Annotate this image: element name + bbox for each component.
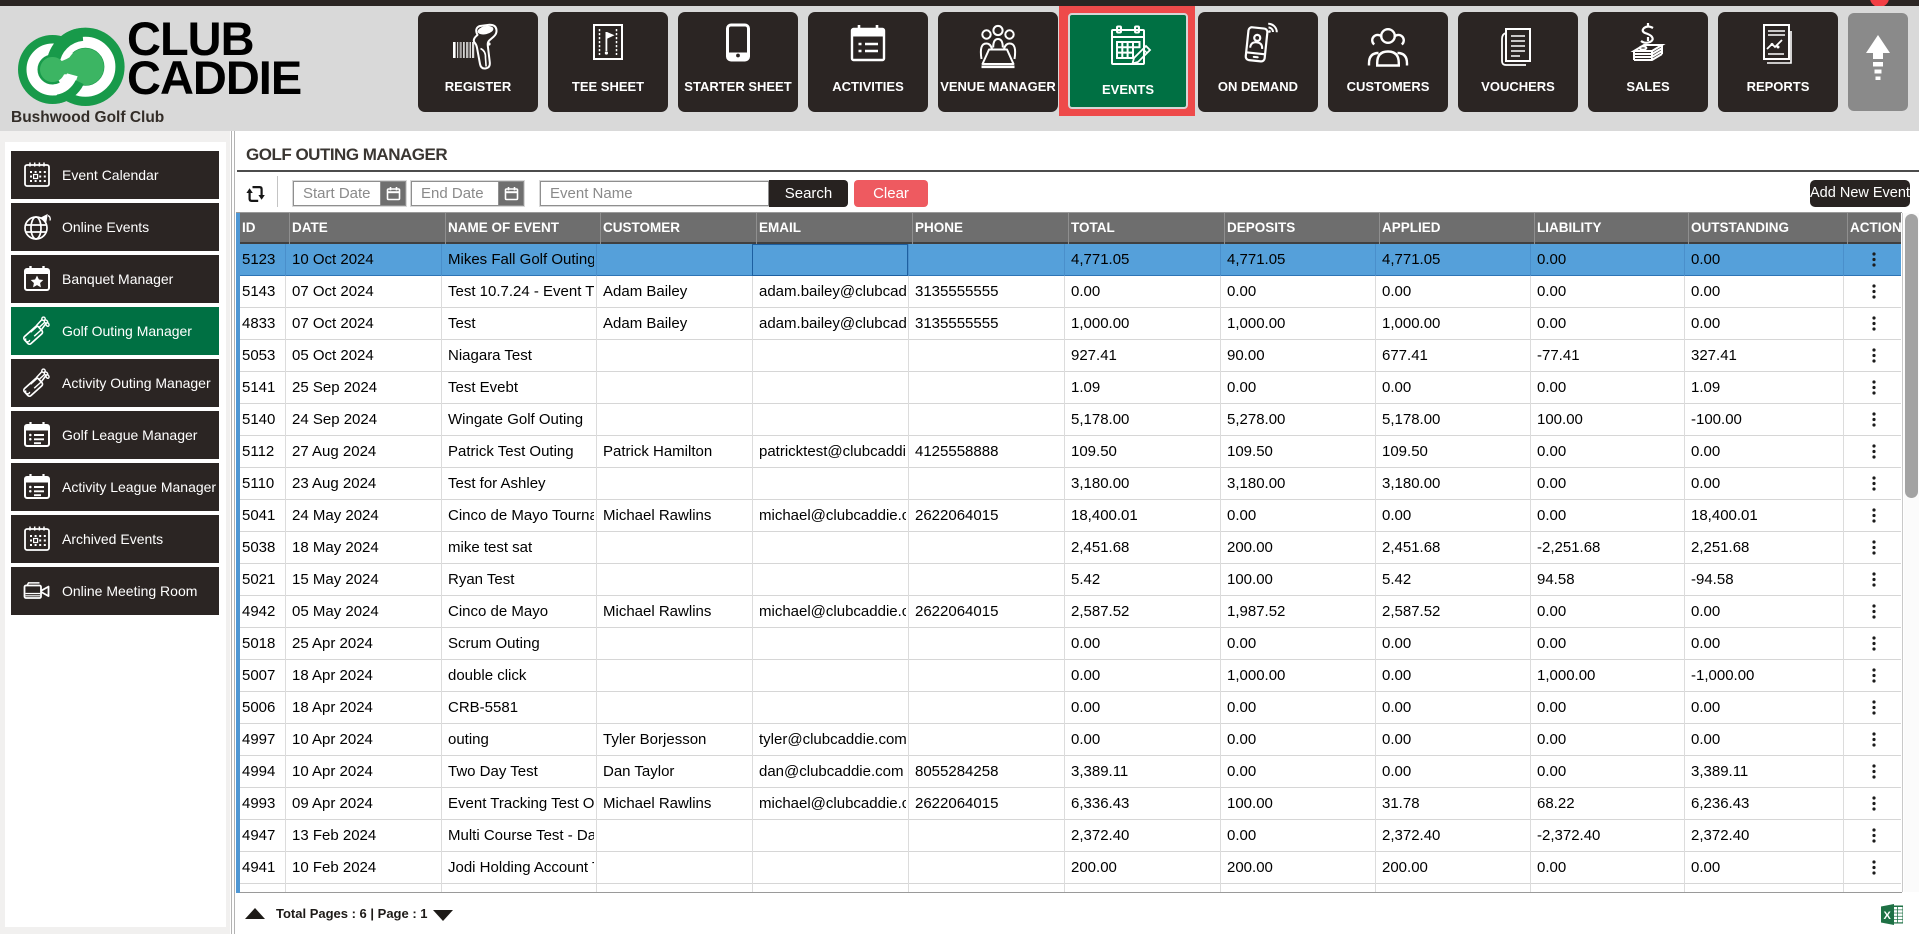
svg-text:X: X — [1884, 910, 1892, 922]
